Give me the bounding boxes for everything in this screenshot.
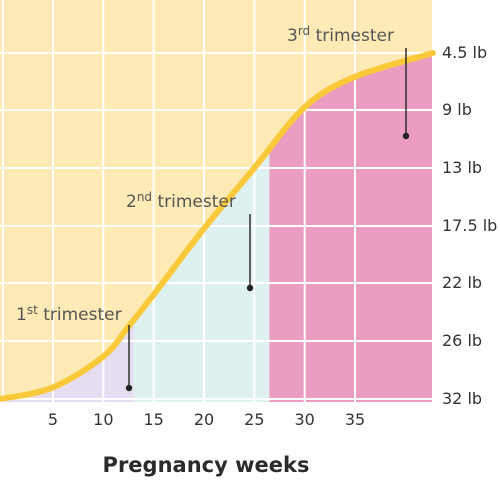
trimester-marker-2 [246, 284, 254, 292]
weight-curve [0, 50, 436, 402]
x-axis-title: Pregnancy weeks [103, 453, 310, 477]
y-tick-labels: 4.5 lb 9 lb 13 lb 17.5 lb 22 lb 26 lb 32 lb [442, 43, 497, 408]
trimester-label-2: 2nd trimester [126, 190, 236, 212]
y-tick-label: 4.5 lb [442, 43, 487, 62]
x-tick-label: 25 [244, 410, 264, 429]
x-tick-label: 35 [345, 410, 365, 429]
y-tick-label: 32 lb [442, 389, 482, 408]
trimester-marker-3 [402, 132, 410, 140]
trimester-annotations: 1st trimester 2nd trimester 3rd trimester [16, 24, 410, 392]
y-tick-label: 22 lb [442, 273, 482, 292]
x-tick-label: 30 [294, 410, 314, 429]
x-tick-labels: 5 10 15 20 25 30 35 [48, 410, 365, 429]
grid-lines [0, 0, 434, 402]
y-tick-label: 9 lb [442, 100, 472, 119]
y-tick-label: 13 lb [442, 158, 482, 177]
x-tick-label: 15 [143, 410, 163, 429]
trimester-marker-1 [125, 384, 133, 392]
y-tick-label: 17.5 lb [442, 216, 497, 235]
trimester-label-3: 3rd trimester [287, 24, 394, 46]
y-tick-label: 26 lb [442, 331, 482, 350]
x-tick-label: 10 [93, 410, 113, 429]
x-tick-label: 5 [48, 410, 58, 429]
trimester-label-1: 1st trimester [16, 303, 122, 325]
x-tick-label: 20 [194, 410, 214, 429]
